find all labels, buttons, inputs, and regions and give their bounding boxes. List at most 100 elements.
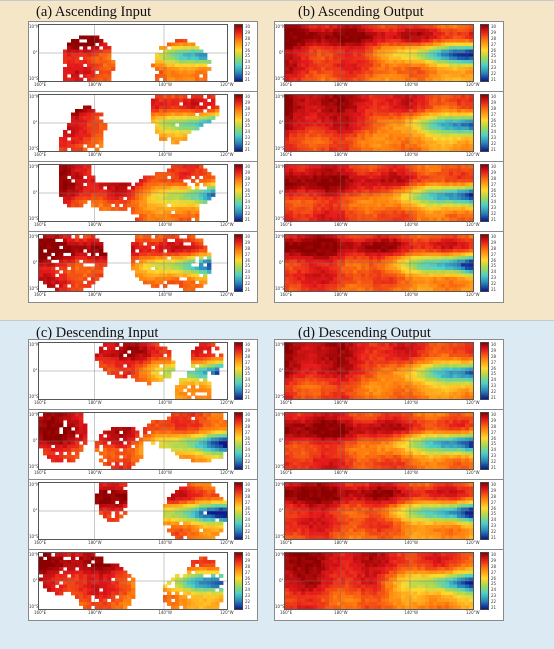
colorbar-tick-label: 23 <box>491 524 496 528</box>
lon-tick-140w: 140°W <box>158 293 172 297</box>
lon-tick-120w: 120°W <box>220 153 234 157</box>
lat-tick-south: 10°S <box>29 535 39 539</box>
colorbar-tick-label: 21 <box>245 466 250 470</box>
colorbar-tick-label: 28 <box>491 565 496 569</box>
colorbar-tick-label: 23 <box>491 594 496 598</box>
lon-tick-120w: 120°W <box>220 223 234 227</box>
lat-tick-north: 10°N <box>29 25 39 29</box>
colorbar-tick-label: 25 <box>245 372 250 376</box>
lon-tick-120w: 120°W <box>466 401 480 405</box>
colorbar-tick-label: 24 <box>245 588 250 592</box>
colorbar-tick-label: 25 <box>245 442 250 446</box>
colorbar-tick-label: 21 <box>491 78 496 82</box>
descending-output-map-2 <box>284 412 474 470</box>
descending-input-colorbar-4 <box>234 552 243 610</box>
lat-tick-equator: 0° <box>33 509 38 513</box>
lat-tick-south: 10°S <box>29 77 39 81</box>
colorbar-tick-label: 29 <box>491 241 496 245</box>
lon-tick-120w: 120°W <box>466 83 480 87</box>
colorbar-tick-label: 27 <box>245 431 250 435</box>
descending-output-colorbar-2 <box>480 412 489 470</box>
lat-tick-north: 10°N <box>275 483 285 487</box>
colorbar-tick-label: 30 <box>491 235 496 239</box>
lat-tick-equator: 0° <box>33 191 38 195</box>
ascending-input-map-2 <box>38 94 228 152</box>
colorbar-tick-label: 22 <box>245 460 250 464</box>
ascending-input-map-4 <box>38 234 228 292</box>
colorbar-tick-label: 21 <box>491 218 496 222</box>
lon-tick-120w: 120°W <box>220 471 234 475</box>
lat-tick-north: 10°N <box>29 413 39 417</box>
colorbar-tick-label: 24 <box>491 448 496 452</box>
lon-tick-140w: 140°W <box>404 223 418 227</box>
lon-tick-180w: 180°W <box>88 223 102 227</box>
colorbar-tick-label: 25 <box>491 54 496 58</box>
colorbar-tick-label: 23 <box>245 276 250 280</box>
lat-tick-equator: 0° <box>279 191 284 195</box>
lon-tick-160e: 160°E <box>280 541 292 545</box>
lon-tick-140w: 140°W <box>158 471 172 475</box>
colorbar-tick-label: 28 <box>245 565 250 569</box>
colorbar-tick-label: 28 <box>491 355 496 359</box>
colorbar-tick-label: 28 <box>245 107 250 111</box>
colorbar-tick-label: 21 <box>245 288 250 292</box>
descending-input-colorbar-1 <box>234 342 243 400</box>
title-ascending-input: (a) Ascending Input <box>36 4 151 21</box>
colorbar-tick-label: 27 <box>491 571 496 575</box>
lon-tick-140w: 140°W <box>158 401 172 405</box>
colorbar-tick-label: 29 <box>245 171 250 175</box>
lat-tick-north: 10°N <box>275 165 285 169</box>
lat-tick-south: 10°S <box>275 605 285 609</box>
colorbar-tick-label: 27 <box>491 183 496 187</box>
colorbar-tick-label: 29 <box>245 349 250 353</box>
colorbar-tick-label: 30 <box>491 483 496 487</box>
colorbar-tick-label: 30 <box>491 343 496 347</box>
lon-tick-160e: 160°E <box>34 223 46 227</box>
colorbar-tick-label: 26 <box>245 259 250 263</box>
ascending-output-map-2 <box>284 94 474 152</box>
lat-tick-equator: 0° <box>33 51 38 55</box>
colorbar-tick-label: 26 <box>245 49 250 53</box>
colorbar-tick-label: 24 <box>491 200 496 204</box>
colorbar-tick-label: 29 <box>245 489 250 493</box>
descending-output-colorbar-3 <box>480 482 489 540</box>
colorbar-tick-label: 24 <box>491 588 496 592</box>
colorbar-tick-label: 23 <box>491 206 496 210</box>
lat-tick-equator: 0° <box>33 369 38 373</box>
colorbar-tick-label: 21 <box>245 148 250 152</box>
colorbar-tick-label: 23 <box>491 276 496 280</box>
lat-tick-north: 10°N <box>275 413 285 417</box>
colorbar-tick-label: 21 <box>245 536 250 540</box>
lon-tick-140w: 140°W <box>404 611 418 615</box>
colorbar-tick-label: 30 <box>245 235 250 239</box>
lat-tick-north: 10°N <box>29 95 39 99</box>
lon-tick-180w: 180°W <box>334 153 348 157</box>
colorbar-tick-label: 28 <box>245 495 250 499</box>
colorbar-tick-label: 27 <box>491 113 496 117</box>
lat-tick-south: 10°S <box>275 217 285 221</box>
colorbar-tick-label: 26 <box>245 367 250 371</box>
colorbar-tick-label: 22 <box>245 212 250 216</box>
colorbar-tick-label: 26 <box>491 507 496 511</box>
lon-tick-180w: 180°W <box>88 541 102 545</box>
colorbar-tick-label: 30 <box>491 25 496 29</box>
colorbar-tick-label: 22 <box>245 390 250 394</box>
colorbar-tick-label: 23 <box>245 136 250 140</box>
colorbar-tick-label: 27 <box>491 361 496 365</box>
lon-tick-120w: 120°W <box>220 611 234 615</box>
lon-tick-180w: 180°W <box>88 83 102 87</box>
lon-tick-180w: 180°W <box>334 471 348 475</box>
colorbar-tick-label: 27 <box>245 113 250 117</box>
lon-tick-180w: 180°W <box>88 471 102 475</box>
descending-input-map-2 <box>38 412 228 470</box>
lat-tick-south: 10°S <box>275 287 285 291</box>
ascending-input-colorbar-4 <box>234 234 243 292</box>
lat-tick-south: 10°S <box>275 77 285 81</box>
lon-tick-160e: 160°E <box>34 83 46 87</box>
colorbar-tick-label: 27 <box>491 253 496 257</box>
lon-tick-140w: 140°W <box>404 153 418 157</box>
lat-tick-north: 10°N <box>29 235 39 239</box>
colorbar-tick-label: 26 <box>245 507 250 511</box>
lon-tick-160e: 160°E <box>34 293 46 297</box>
colorbar-tick-label: 30 <box>245 413 250 417</box>
